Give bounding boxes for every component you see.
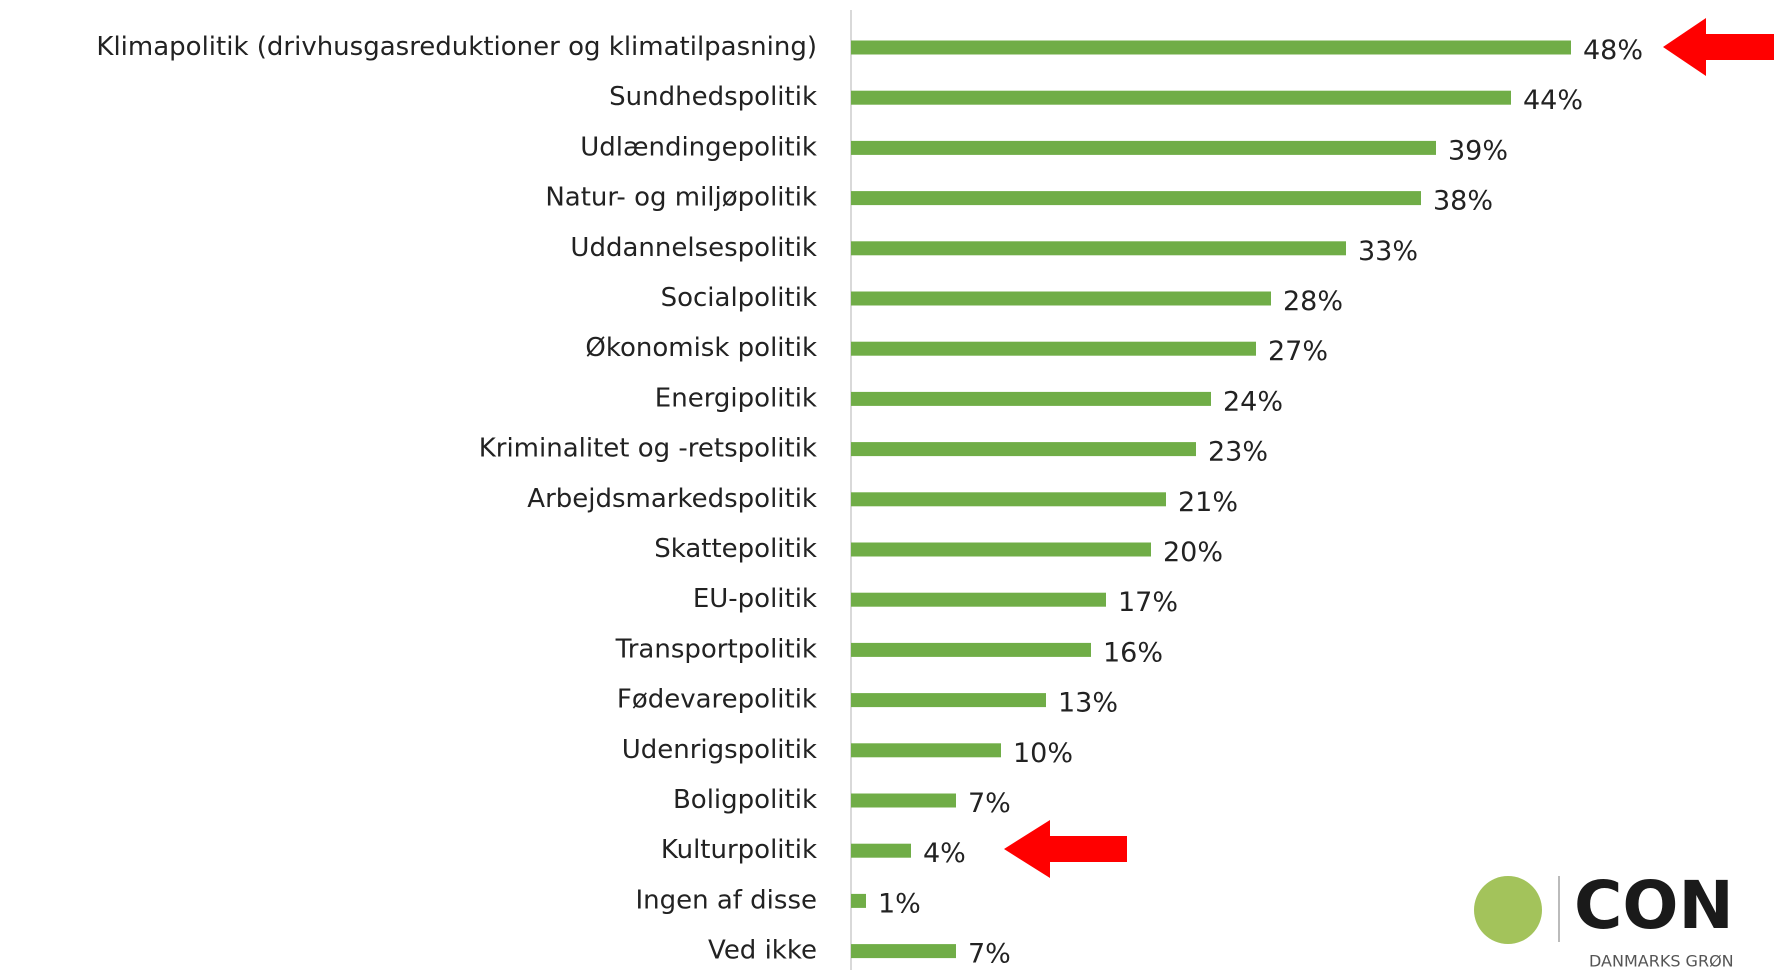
value-label: 39% xyxy=(1448,135,1508,166)
arrow xyxy=(1663,18,1774,76)
category-label: Skattepolitik xyxy=(654,534,817,564)
value-label: 44% xyxy=(1523,85,1583,116)
category-label: Klimapolitik (drivhusgasreduktioner og k… xyxy=(96,32,817,62)
value-label: 24% xyxy=(1223,386,1283,417)
value-label: 23% xyxy=(1208,437,1268,468)
logo: CON DANMARKS GRØN xyxy=(1474,867,1734,970)
logo-name: CON xyxy=(1574,867,1734,944)
category-label: Ingen af disse xyxy=(635,885,817,915)
value-label: 17% xyxy=(1118,587,1178,618)
bar xyxy=(851,542,1151,557)
bar xyxy=(851,442,1196,457)
category-label: Sundhedspolitik xyxy=(609,82,817,112)
value-label: 1% xyxy=(878,888,921,919)
bar xyxy=(851,341,1256,356)
category-label: Uddannelsespolitik xyxy=(570,233,817,263)
bar xyxy=(851,492,1166,507)
bar xyxy=(851,191,1421,206)
bar xyxy=(851,140,1436,155)
bar xyxy=(851,843,911,858)
category-label: Udenrigspolitik xyxy=(622,735,817,765)
bar xyxy=(851,40,1571,55)
category-label: Socialpolitik xyxy=(661,283,817,313)
category-label: EU-politik xyxy=(693,584,817,614)
value-label: 13% xyxy=(1058,688,1118,719)
value-label: 10% xyxy=(1013,738,1073,769)
value-label: 21% xyxy=(1178,487,1238,518)
bar xyxy=(851,241,1346,256)
value-label: 7% xyxy=(968,788,1011,819)
category-label: Økonomisk politik xyxy=(585,333,817,363)
bar xyxy=(851,944,956,959)
bar xyxy=(851,592,1106,607)
category-label: Fødevarepolitik xyxy=(617,685,817,715)
bar xyxy=(851,793,956,808)
value-label: 33% xyxy=(1358,236,1418,267)
bar xyxy=(851,391,1211,406)
value-label: 27% xyxy=(1268,336,1328,367)
category-label: Boligpolitik xyxy=(673,785,817,815)
value-label: 16% xyxy=(1103,637,1163,668)
category-label: Kriminalitet og -retspolitik xyxy=(479,434,817,464)
logo-tagline: DANMARKS GRØN xyxy=(1589,952,1734,970)
bar xyxy=(851,642,1091,657)
category-label: Kulturpolitik xyxy=(661,835,817,865)
arrow xyxy=(1004,820,1127,878)
value-label: 4% xyxy=(923,838,966,869)
value-label: 28% xyxy=(1283,286,1343,317)
value-label: 20% xyxy=(1163,537,1223,568)
category-label: Arbejdsmarkedspolitik xyxy=(527,484,817,514)
bar xyxy=(851,693,1046,708)
value-label: 48% xyxy=(1583,35,1643,66)
value-label: 7% xyxy=(968,939,1011,970)
bar xyxy=(851,893,866,908)
category-label: Energipolitik xyxy=(655,383,817,413)
category-label: Udlændingepolitik xyxy=(580,132,817,162)
logo-circle xyxy=(1474,876,1542,944)
value-label: 38% xyxy=(1433,186,1493,217)
category-label: Natur- og miljøpolitik xyxy=(545,183,817,213)
bar xyxy=(851,743,1001,758)
category-label: Transportpolitik xyxy=(615,634,817,664)
category-label: Ved ikke xyxy=(708,936,817,966)
bar xyxy=(851,90,1511,105)
bar xyxy=(851,291,1271,306)
